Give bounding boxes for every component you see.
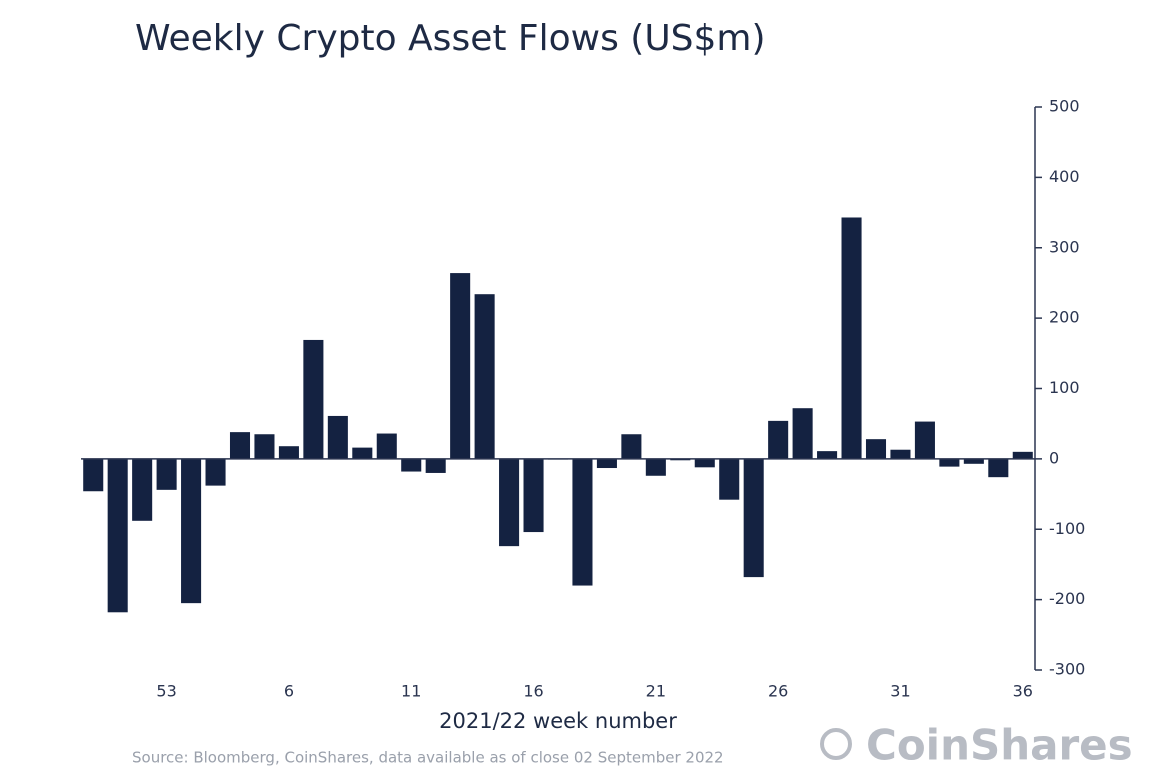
bar: [596, 458, 617, 469]
brand-name: CoinShares: [866, 721, 1133, 770]
x-tick-label: 31: [890, 682, 910, 701]
bar: [841, 217, 862, 459]
bar: [132, 458, 153, 521]
bar: [719, 458, 740, 500]
bar: [83, 458, 104, 492]
bar: [376, 433, 397, 459]
y-tick-label: -100: [1049, 519, 1085, 538]
y-tick-label: 0: [1049, 448, 1059, 467]
logo-icon: [820, 728, 852, 760]
bar: [645, 458, 666, 476]
bar: [107, 458, 128, 613]
bar: [205, 458, 226, 486]
bar: [352, 447, 373, 459]
bar: [743, 458, 764, 578]
y-tick-label: 500: [1049, 97, 1080, 116]
bar: [303, 339, 324, 459]
x-tick-label: 36: [1013, 682, 1033, 701]
x-tick-label: 6: [284, 682, 294, 701]
brand-logo: CoinShares: [820, 721, 1133, 770]
x-tick-label: 11: [401, 682, 421, 701]
bar: [254, 434, 275, 459]
source-note: Source: Bloomberg, CoinShares, data avai…: [132, 749, 724, 767]
y-tick-label: 400: [1049, 167, 1080, 186]
bar: [401, 458, 422, 472]
bar: [181, 458, 202, 604]
x-axis-label: 2021/22 week number: [439, 709, 677, 733]
bar: [572, 458, 593, 586]
chart-title: Weekly Crypto Asset Flows (US$m): [135, 18, 766, 59]
bar: [523, 458, 544, 533]
x-tick-label: 26: [768, 682, 788, 701]
bar: [890, 449, 911, 459]
y-tick-label: 100: [1049, 378, 1080, 397]
bar: [914, 421, 935, 459]
bar: [768, 420, 789, 459]
bar: [450, 273, 471, 459]
bar: [963, 458, 984, 464]
bar: [865, 439, 887, 459]
x-tick-label: 21: [646, 682, 666, 701]
bar: [694, 458, 715, 468]
bar: [474, 294, 495, 459]
bar: [327, 415, 348, 459]
bar: [939, 458, 960, 467]
bar: [229, 432, 251, 459]
bar: [792, 408, 813, 459]
y-tick-label: 200: [1049, 308, 1080, 327]
bar: [817, 451, 838, 459]
bar: [278, 446, 299, 459]
bar: [156, 458, 177, 490]
bar: [1012, 451, 1033, 459]
x-tick-label: 16: [523, 682, 543, 701]
bar: [425, 458, 446, 473]
x-tick-label: 53: [156, 682, 176, 701]
bar: [499, 458, 520, 547]
y-tick-label: -300: [1049, 660, 1085, 679]
bar: [988, 458, 1009, 478]
bar: [621, 434, 642, 459]
y-tick-label: 300: [1049, 237, 1080, 256]
y-tick-label: -200: [1049, 589, 1085, 608]
